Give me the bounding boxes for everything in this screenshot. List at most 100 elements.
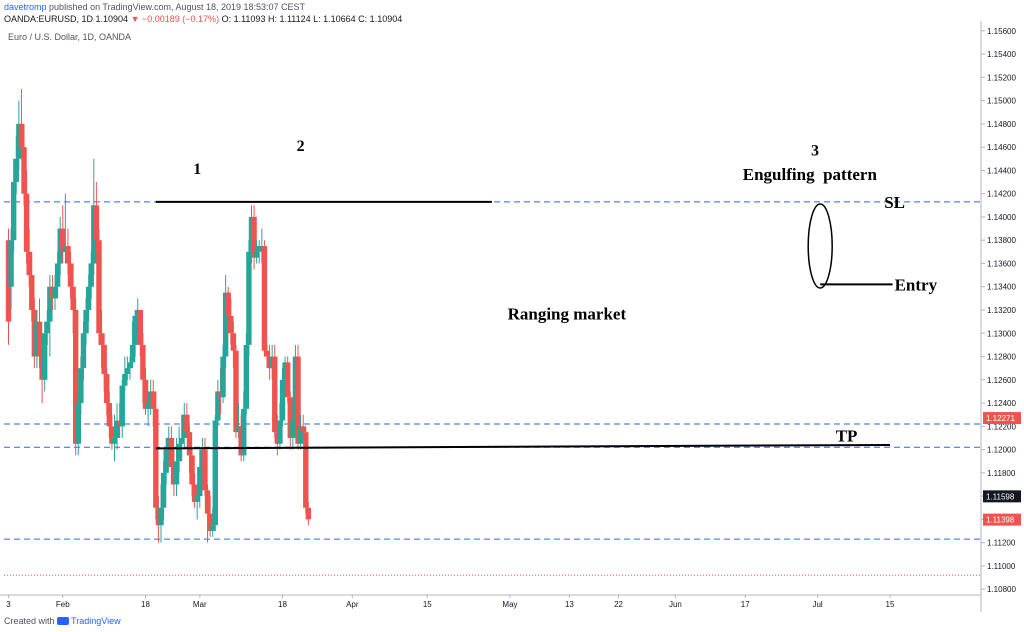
y-tick-label: 1.13800	[987, 236, 1016, 245]
y-tick-label: 1.15200	[987, 73, 1016, 82]
instrument-title: Euro / U.S. Dollar, 1D, OANDA	[8, 32, 132, 42]
candle-body	[111, 437, 118, 444]
candle-body	[305, 507, 312, 520]
candle-body	[54, 263, 61, 287]
candle-body	[36, 321, 43, 357]
price-badge	[983, 412, 1021, 425]
candle-body	[80, 333, 87, 369]
candle-body	[220, 356, 226, 398]
candle-body	[256, 246, 262, 252]
candle-body	[101, 344, 107, 374]
candle-body	[65, 246, 71, 264]
y-tick-label: 1.12000	[987, 446, 1016, 455]
candle-body	[160, 472, 167, 508]
candle-body	[96, 240, 102, 334]
y-tick-label: 1.15000	[987, 97, 1016, 106]
candle-body	[189, 455, 195, 485]
candle-body	[88, 263, 94, 287]
y-tick-label: 1.10800	[987, 585, 1016, 594]
x-tick-label: 22	[614, 600, 623, 609]
y-tick-label: 1.14400	[987, 166, 1016, 175]
candle-body	[140, 344, 146, 380]
candle-body	[194, 496, 200, 502]
x-tick-label: 17	[741, 600, 750, 609]
candle-body	[109, 426, 115, 444]
candle-body	[225, 292, 231, 316]
symbol-ohlc: OANDA:EURUSD, 1D 1.10904 ▼ −0.00189 (−0.…	[4, 14, 402, 24]
ohlc-label: O: 1.11093 H: 1.11124 L: 1.10664 C: 1.10…	[221, 14, 403, 24]
candle-body	[119, 385, 125, 427]
y-tick-label: 1.14600	[987, 143, 1016, 152]
last-price: 1.10904	[95, 14, 129, 24]
candle-body	[158, 507, 164, 526]
candle-body	[73, 310, 79, 444]
x-tick-label: 3	[6, 600, 11, 609]
chart-annotation: SL	[884, 193, 905, 212]
created-with: Created with TradingView	[4, 616, 121, 626]
x-tick-label: 18	[278, 600, 287, 609]
candle-body	[106, 403, 113, 427]
x-tick-label: 18	[141, 600, 150, 609]
candle-body	[41, 333, 48, 380]
tradingview-link[interactable]: TradingView	[71, 616, 121, 626]
candle-body	[83, 310, 89, 334]
y-tick-label: 1.13000	[987, 329, 1016, 338]
candle-body	[241, 408, 247, 456]
candle-body	[295, 356, 301, 444]
candle-body	[202, 449, 208, 491]
candle-body	[75, 403, 81, 444]
y-tick-label: 1.14000	[987, 213, 1016, 222]
candle-body	[251, 216, 257, 258]
y-tick-label: 1.12200	[987, 422, 1016, 431]
candle-body	[122, 373, 128, 386]
candle-body	[153, 408, 159, 508]
candle-body	[98, 333, 105, 345]
candle-body	[67, 263, 74, 287]
candle-body	[21, 147, 27, 194]
candle-body	[215, 391, 221, 421]
change-label: ▼ −0.00189 (−0.17%)	[130, 14, 220, 24]
candle-body	[124, 368, 131, 374]
candle-body	[277, 420, 283, 444]
candle-body	[8, 240, 14, 287]
candle-body	[132, 315, 138, 345]
candle-body	[178, 437, 185, 444]
candle-body	[26, 251, 32, 276]
candle-body	[173, 461, 180, 485]
candle-body	[204, 490, 211, 514]
y-tick-label: 1.11000	[987, 562, 1016, 571]
x-tick-label: 15	[886, 600, 895, 609]
candle-body	[261, 246, 268, 351]
created-with-text: Created with	[4, 616, 55, 626]
candle-body	[29, 275, 35, 310]
candle-body	[10, 182, 17, 241]
x-tick-label: Jul	[812, 600, 822, 609]
candle-body	[163, 449, 169, 473]
candle-body	[279, 379, 286, 421]
candle-body	[228, 315, 234, 334]
candle-body	[23, 193, 30, 252]
candle-body	[60, 228, 66, 252]
candle-body	[191, 484, 198, 502]
candle-body	[186, 432, 193, 456]
x-tick-label: Mar	[193, 600, 207, 609]
candle-body	[104, 373, 110, 404]
chart-annotation: 1	[193, 161, 201, 178]
author-name[interactable]: davetromp	[4, 2, 47, 12]
candle-body	[230, 333, 237, 351]
y-tick-label: 1.12400	[987, 399, 1016, 408]
y-tick-label: 1.14800	[987, 120, 1016, 129]
candle-body	[290, 420, 296, 438]
candle-body	[300, 426, 306, 433]
y-tick-label: 1.13600	[987, 259, 1016, 268]
y-tick-label: 1.14200	[987, 190, 1016, 199]
candle-body	[18, 123, 25, 148]
tradingview-logo-icon	[57, 617, 70, 625]
candle-body	[272, 356, 278, 433]
candle-body	[243, 344, 250, 409]
candle-body	[93, 205, 100, 241]
chart-annotation: 3	[811, 142, 819, 159]
y-tick-label: 1.11200	[987, 539, 1016, 548]
chart-annotation: Engulfing pattern	[743, 165, 878, 184]
